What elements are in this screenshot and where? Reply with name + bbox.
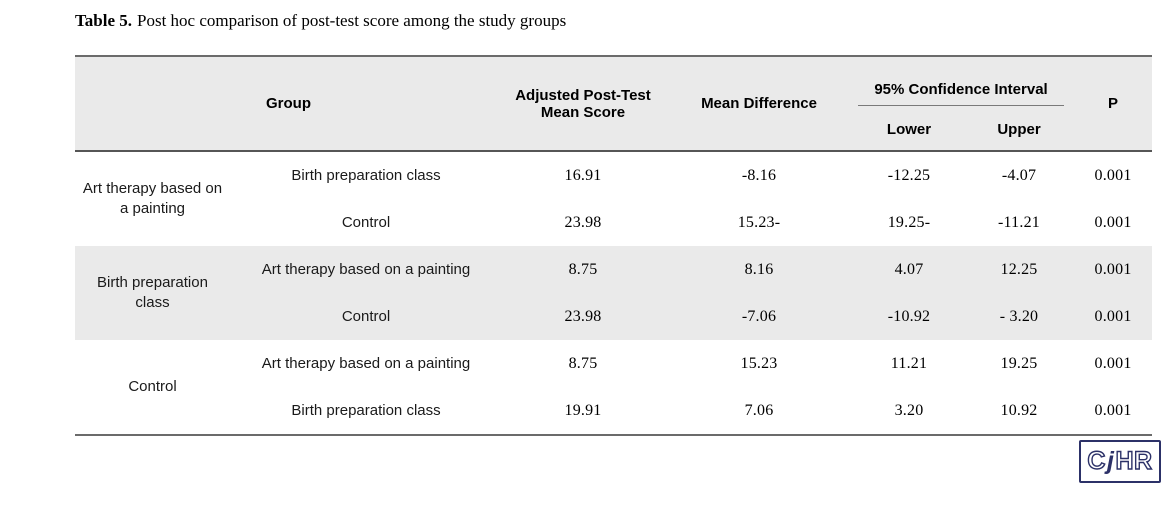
logo-letter-r: R (1133, 446, 1153, 475)
posthoc-comparison-table: Group Adjusted Post-Test Mean Score Mean… (75, 55, 1153, 436)
ci-lower-cell: 19.25- (887, 213, 931, 231)
logo-letter-j: j (1106, 447, 1115, 475)
p-value-cell: 0.001 (1074, 246, 1153, 293)
ci-upper-cell: - 3.20 (964, 293, 1075, 340)
table-row: Control 23.98 15.23- 19.25- -11.21 0.001 (75, 199, 1152, 246)
comparison-cell: Art therapy based on a painting (261, 355, 471, 372)
header-ci-lower: Lower (854, 106, 964, 151)
p-value-cell: 0.001 (1094, 213, 1132, 231)
p-value-cell: 0.001 (1094, 354, 1132, 372)
group-label-art-therapy: Art therapy based on a painting (82, 179, 223, 217)
header-mean-difference: Mean Difference (664, 56, 854, 151)
table-row: Art therapy based on a painting Birth pr… (75, 151, 1152, 218)
header-group: Group (75, 56, 502, 151)
table-row: Birth preparation class 19.91 7.06 3.20 … (75, 387, 1152, 435)
header-adjusted-mean: Adjusted Post-Test Mean Score (502, 56, 664, 151)
ci-upper-cell: 10.92 (1000, 401, 1038, 419)
adjusted-mean-cell: 8.75 (502, 246, 664, 293)
ci-lower-cell: 11.21 (890, 354, 928, 372)
p-value-cell: 0.001 (1074, 293, 1153, 340)
ci-upper-cell: 12.25 (964, 246, 1075, 293)
mean-difference-cell: 8.16 (664, 246, 854, 293)
table-row: Control Art therapy based on a painting … (75, 340, 1152, 395)
table-body: Art therapy based on a painting Birth pr… (75, 151, 1153, 435)
p-value-cell: 0.001 (1094, 401, 1132, 419)
table-title-text: Post hoc comparison of post-test score a… (137, 11, 567, 30)
adjusted-mean-cell: 19.91 (564, 401, 602, 419)
mean-difference-cell: -8.16 (741, 166, 777, 184)
ci-lower-cell: -10.92 (854, 293, 964, 340)
group-label-control: Control (128, 377, 177, 395)
adjusted-mean-cell: 16.91 (564, 166, 602, 184)
comparison-cell: Birth preparation class (291, 402, 441, 419)
comparison-cell: Art therapy based on a painting (230, 246, 502, 293)
adjusted-mean-cell: 23.98 (502, 293, 664, 340)
comparison-cell: Control (341, 214, 391, 231)
mean-difference-cell: -7.06 (664, 293, 854, 340)
comparison-cell: Control (230, 293, 502, 340)
table-row: Control 23.98 -7.06 -10.92 - 3.20 0.001 (75, 293, 1153, 340)
group-label-birth-preparation: Birth preparation class (75, 246, 230, 340)
ci-lower-cell: 3.20 (894, 401, 924, 419)
ci-upper-cell: -4.07 (1001, 166, 1037, 184)
table-row: Birth preparation class Art therapy base… (75, 246, 1153, 340)
header-ci-upper: Upper (964, 106, 1075, 151)
logo-letter-h: H (1115, 446, 1134, 475)
comparison-cell: Birth preparation class (291, 167, 441, 184)
mean-difference-cell: 7.06 (744, 401, 774, 419)
mean-difference-cell: 15.23- (737, 213, 781, 231)
table-header: Group Adjusted Post-Test Mean Score Mean… (75, 56, 1153, 151)
header-confidence-interval-label: 95% Confidence Interval (858, 80, 1065, 106)
mean-difference-cell: 15.23 (740, 354, 778, 372)
logo-letter-c: C (1087, 446, 1106, 475)
ci-upper-cell: -11.21 (998, 213, 1040, 231)
adjusted-mean-cell: 8.75 (568, 354, 598, 372)
ci-upper-cell: 19.25 (1000, 354, 1038, 372)
table-title-prefix: Table 5. (75, 11, 133, 30)
ci-lower-cell: 4.07 (854, 246, 964, 293)
ci-lower-cell: -12.25 (887, 166, 931, 184)
table-title: Table 5. Post hoc comparison of post-test… (75, 11, 566, 31)
header-confidence-interval: 95% Confidence Interval (854, 56, 1075, 106)
adjusted-mean-cell: 23.98 (564, 213, 602, 231)
header-p-value: P (1074, 56, 1153, 151)
p-value-cell: 0.001 (1094, 166, 1132, 184)
